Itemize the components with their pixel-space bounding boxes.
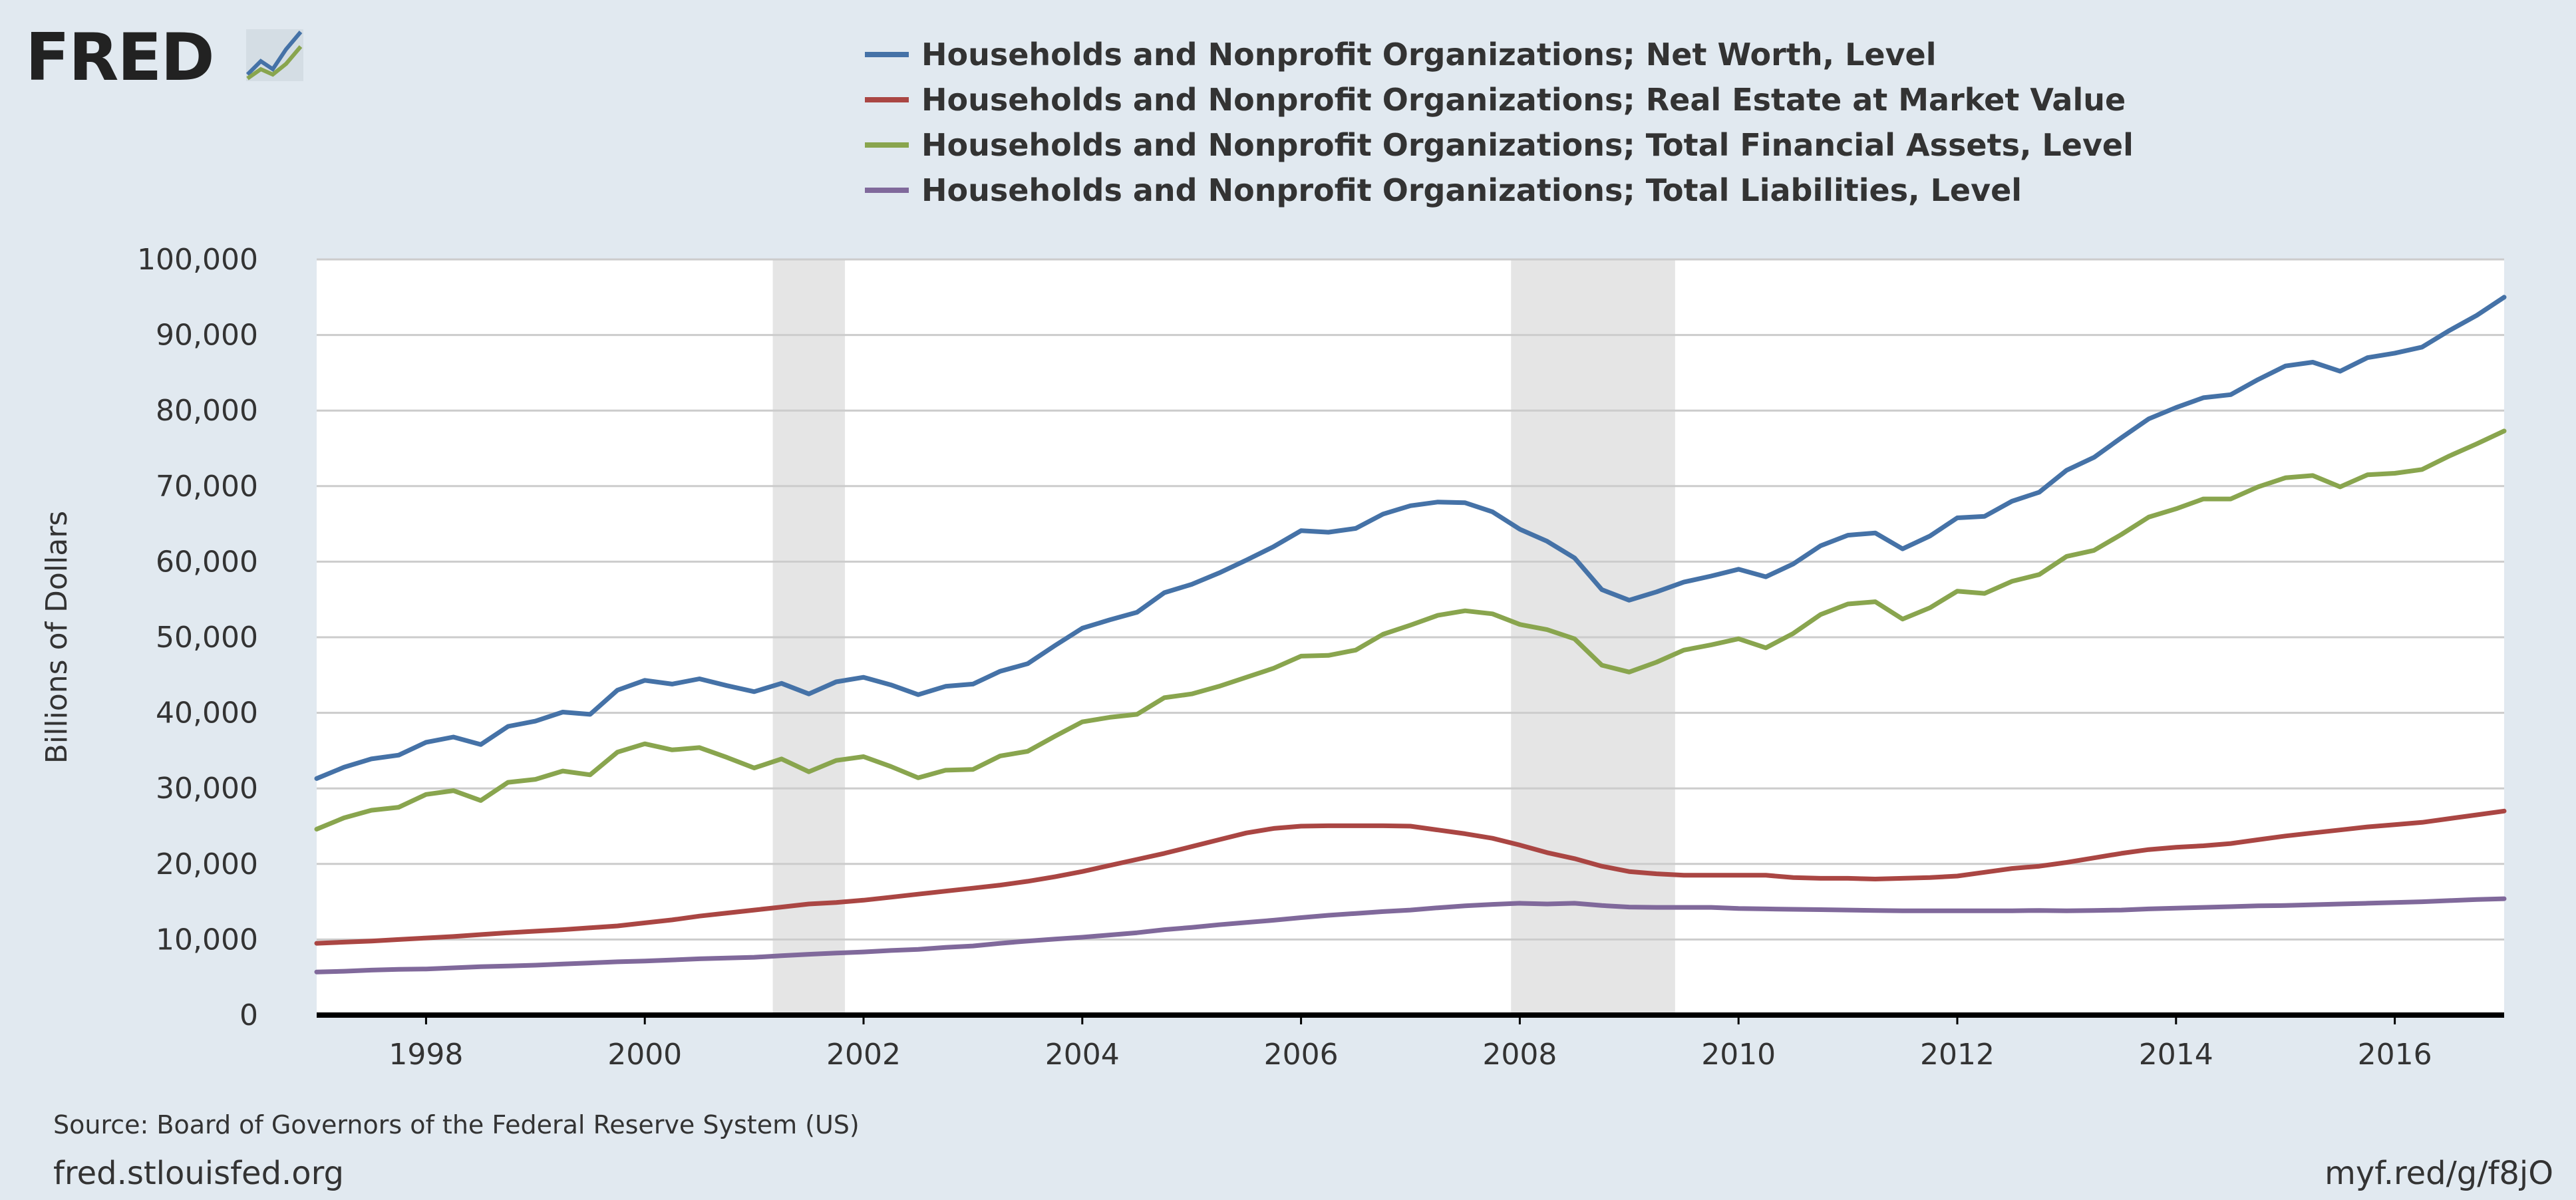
legend-label: Households and Nonprofit Organizations; …	[921, 127, 2134, 163]
x-tick-label: 2002	[826, 1038, 901, 1072]
y-tick-label: 60,000	[156, 545, 258, 579]
site-link[interactable]: fred.stlouisfed.org	[53, 1155, 344, 1192]
legend-label: Households and Nonprofit Organizations; …	[921, 37, 1937, 73]
x-tick-label: 2004	[1045, 1038, 1120, 1072]
legend-item[interactable]: Households and Nonprofit Organizations; …	[865, 37, 1937, 73]
logo-wordmark: FRED	[25, 20, 214, 96]
y-axis-title: Billions of Dollars	[40, 511, 74, 764]
x-tick-label: 2014	[2139, 1038, 2213, 1072]
line-chart-icon	[245, 29, 303, 81]
y-tick-label: 80,000	[156, 394, 258, 428]
series-line-4	[314, 896, 2507, 975]
x-tick-label: 2000	[607, 1038, 682, 1072]
y-tick-label: 0	[240, 998, 258, 1032]
fred-logo[interactable]: FRED	[25, 20, 303, 96]
series-line-2	[314, 808, 2507, 946]
chart-legend: Households and Nonprofit Organizations; …	[865, 37, 2134, 208]
x-tick-label: 1998	[389, 1038, 463, 1072]
x-axis: 1998 2000 2002 2004 2006 2008 2010 2012 2014 2016	[389, 1015, 2432, 1072]
y-tick-label: 20,000	[156, 847, 258, 881]
short-link[interactable]: myf.red/g/f8jO	[2325, 1155, 2553, 1192]
y-axis: 0 10,000 20,000 30,000 40,000 50,000 60,000 70,…	[137, 243, 258, 1032]
y-tick-label: 30,000	[156, 772, 258, 806]
y-tick-label: 70,000	[156, 470, 258, 504]
x-tick-label: 2008	[1482, 1038, 1557, 1072]
x-tick-label: 2016	[2358, 1038, 2432, 1072]
y-tick-label: 90,000	[156, 319, 258, 353]
series-line-3	[314, 428, 2507, 831]
y-tick-label: 40,000	[156, 696, 258, 730]
series-lines	[314, 295, 2507, 975]
source-note: Source: Board of Governors of the Federa…	[53, 1110, 860, 1139]
x-tick-label: 2006	[1264, 1038, 1339, 1072]
x-tick-label: 2012	[1920, 1038, 1995, 1072]
y-tick-label: 100,000	[137, 243, 258, 277]
y-tick-label: 10,000	[156, 923, 258, 957]
series-line-1	[314, 295, 2507, 781]
legend-item[interactable]: Households and Nonprofit Organizations; …	[865, 127, 2134, 163]
legend-item[interactable]: Households and Nonprofit Organizations; …	[865, 172, 2022, 208]
legend-label: Households and Nonprofit Organizations; …	[921, 82, 2126, 118]
legend-item[interactable]: Households and Nonprofit Organizations; …	[865, 82, 2126, 118]
y-tick-label: 50,000	[156, 621, 258, 655]
grid-lines	[317, 258, 2504, 941]
legend-label: Households and Nonprofit Organizations; …	[921, 172, 2022, 208]
x-tick-label: 2010	[1701, 1038, 1776, 1072]
